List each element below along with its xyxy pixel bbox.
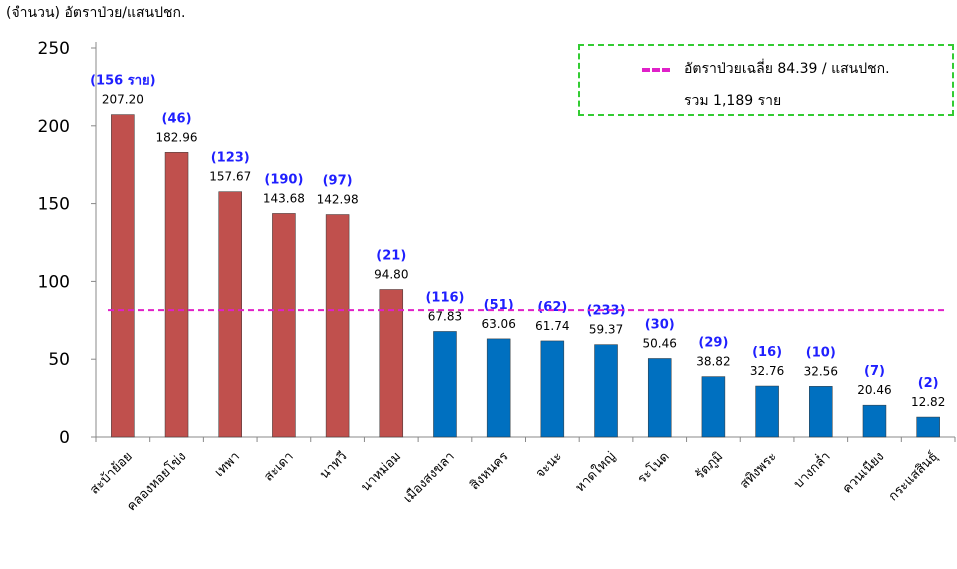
- x-tick-label: สะบ้าย้อย: [87, 449, 135, 497]
- bar: [540, 340, 565, 438]
- case-count-label: (190): [264, 172, 303, 187]
- y-axis-title: (จำนวน) อัตราป่วย/แสนปชก.: [6, 5, 186, 21]
- data-value-label: 59.37: [589, 323, 623, 337]
- data-value-label: 182.96: [156, 130, 198, 144]
- bar: [647, 358, 672, 438]
- case-count-label: (62): [537, 300, 567, 315]
- legend-average-line-swatch: [642, 68, 670, 72]
- data-value-label: 207.20: [102, 93, 144, 107]
- x-tick-label: สิงหนคร: [467, 449, 511, 493]
- data-value-label: 63.06: [481, 317, 515, 331]
- case-count-label: (123): [211, 151, 250, 166]
- x-tick-label: กระแสสินธุ์: [885, 449, 941, 505]
- data-value-label: 157.67: [209, 170, 251, 184]
- x-tick-label: หาดใหญ่: [572, 449, 619, 496]
- data-value-label: 67.83: [428, 309, 462, 323]
- x-tick-label: เมืองสงขลา: [400, 449, 458, 507]
- y-tick-label: 50: [48, 350, 70, 370]
- x-tick-label: ระโนด: [634, 449, 672, 487]
- x-tick-label: ควนเนียง: [839, 449, 887, 497]
- case-count-label: (29): [698, 336, 728, 351]
- bar: [325, 214, 350, 438]
- data-value-label: 143.68: [263, 191, 305, 205]
- data-value-label: 20.46: [857, 383, 891, 397]
- bar: [809, 386, 833, 438]
- bar: [379, 289, 404, 438]
- bar: [594, 344, 618, 438]
- y-tick-label: 0: [59, 428, 70, 448]
- case-count-label: (2): [918, 376, 939, 391]
- case-count-label: (156 ราย): [90, 74, 155, 89]
- data-value-label: 32.76: [750, 364, 784, 378]
- y-tick-label: 100: [38, 272, 70, 292]
- bar: [433, 331, 457, 438]
- case-count-label: (21): [376, 248, 406, 263]
- data-value-label: 61.74: [535, 319, 569, 333]
- y-tick-label: 150: [38, 195, 70, 215]
- case-count-label: (30): [645, 317, 675, 332]
- bar: [701, 376, 726, 438]
- data-value-label: 38.82: [696, 355, 730, 369]
- case-count-label: (233): [587, 304, 626, 319]
- x-tick-label: รัตภูมิ: [693, 449, 727, 483]
- data-value-label: 94.80: [374, 267, 408, 281]
- y-tick-label: 200: [38, 117, 70, 137]
- case-count-label: (10): [806, 345, 836, 360]
- y-tick-label: 250: [38, 39, 70, 59]
- legend-average-label: อัตราป่วยเฉลี่ย 84.39 / แสนปชก.: [684, 61, 890, 77]
- data-value-label: 32.56: [804, 364, 838, 378]
- legend: อัตราป่วยเฉลี่ย 84.39 / แสนปชก. รวม 1,18…: [578, 44, 954, 116]
- x-tick-label: สะเดา: [261, 449, 296, 484]
- bar: [755, 385, 779, 438]
- data-value-label: 50.46: [643, 336, 677, 350]
- bar: [164, 152, 189, 438]
- case-count-label: (46): [162, 111, 192, 126]
- x-tick-label: เทพา: [212, 449, 243, 480]
- legend-total-label: รวม 1,189 ราย: [684, 93, 782, 109]
- case-count-label: (116): [425, 290, 464, 305]
- bar: [111, 114, 135, 438]
- bar: [916, 416, 940, 438]
- case-count-label: (51): [484, 298, 514, 313]
- case-count-label: (16): [752, 345, 782, 360]
- case-count-label: (7): [864, 364, 885, 379]
- data-value-label: 142.98: [317, 193, 359, 207]
- x-tick-label: สทิงพระ: [737, 449, 780, 492]
- case-count-label: (97): [323, 174, 353, 189]
- bar: [218, 191, 242, 438]
- x-tick-label: นาหม่อม: [358, 449, 404, 495]
- bar: [272, 213, 296, 438]
- bar: [486, 338, 511, 438]
- x-tick-label: จะนะ: [533, 449, 565, 481]
- data-value-label: 12.82: [911, 395, 945, 409]
- bar: [862, 404, 887, 438]
- x-tick-label: นาทวี: [316, 449, 350, 483]
- x-tick-label: บางกล่ำ: [790, 448, 834, 492]
